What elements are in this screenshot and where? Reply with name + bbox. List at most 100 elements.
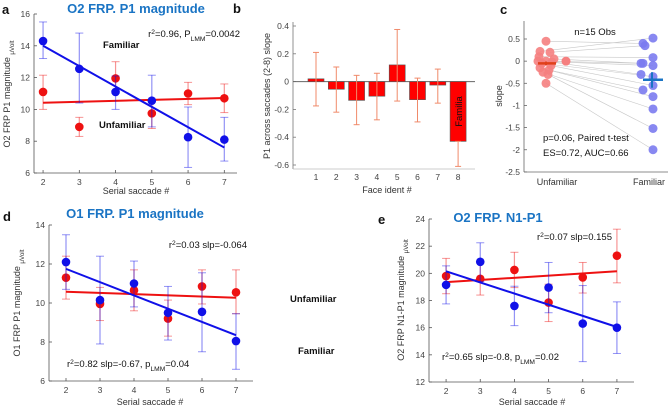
annotation: p=0.06, Paired t-test	[543, 133, 629, 144]
panel-d: d O1 FRP. P1 magnitude 6 8 10 12 14 2 3 4 5 6 7 Seria…	[3, 206, 337, 407]
data-point	[38, 87, 48, 97]
series-unfamiliar	[441, 228, 622, 323]
data-point	[441, 280, 451, 290]
fit-line	[42, 44, 225, 149]
x-tick-label: 7	[615, 386, 620, 396]
annotation-part: LMM	[150, 366, 165, 373]
y-tick-label: -1.5	[505, 123, 520, 133]
pair-line	[545, 83, 654, 151]
y-axis-label: O2 FRP P1 magnitude μVolt	[2, 40, 16, 147]
x-tick-label: 2	[64, 385, 69, 395]
annotation-part: =0.03 slp=-0.064	[176, 240, 247, 251]
annotation: r2=0.65 slp=-0.8, pLMM=0.02	[442, 352, 559, 366]
data-point	[544, 283, 553, 292]
annotation-part: Unfamiliar	[99, 120, 146, 131]
data-point	[95, 295, 105, 305]
annotation-part: =0.0042	[205, 29, 240, 40]
pair-line	[539, 67, 654, 97]
panel-letter: b	[233, 1, 241, 16]
pair-line	[538, 56, 654, 58]
x-tick-label: Familiar	[633, 177, 665, 187]
y-tick-label: -0.5	[505, 78, 520, 88]
y-axis-label: slope	[494, 85, 504, 107]
y-tick-label: -2	[512, 145, 520, 155]
y-tick-label: 16	[21, 9, 31, 19]
chart-title: O2 FRP. N1-P1	[453, 210, 542, 225]
unfamiliar-point	[543, 69, 553, 79]
data-point	[441, 271, 451, 281]
data-point	[220, 93, 229, 103]
x-axis-label: Serial saccade #	[117, 397, 184, 407]
annotation-part: 2	[172, 240, 176, 247]
data-point	[612, 251, 622, 260]
y-tick-label: 14	[36, 220, 46, 230]
fit-line	[445, 270, 618, 328]
x-tick-label: 6	[186, 177, 191, 187]
y-tick-label: 12	[21, 73, 31, 83]
x-tick-label: 4	[132, 385, 137, 395]
annotation-part: r	[537, 232, 540, 243]
annotation-part: 2	[70, 359, 74, 366]
panel-b: b -0.6 -0.4 -0.2 0 0.2 0.4 1 2 3 4 5 6 7 8 Familia Face …	[233, 1, 475, 195]
unfamiliar-point	[541, 36, 551, 46]
x-axis-label: Serial saccade #	[499, 397, 566, 407]
familiar-point	[648, 61, 658, 71]
data-point	[578, 273, 588, 282]
data-point	[510, 265, 519, 275]
y-axis-label-part: O1 FRP P1 magnitude	[12, 264, 22, 357]
familiar-point	[638, 58, 648, 68]
pair-line	[549, 45, 646, 53]
annotation: n=15 Obs	[574, 27, 616, 38]
fit-line	[65, 267, 237, 337]
legend-label: Unfamiliar	[290, 294, 337, 305]
x-tick-label: 3	[98, 385, 103, 395]
data-point	[111, 74, 120, 83]
y-tick-label: 12	[36, 259, 46, 269]
y-tick-label: 0.5	[508, 34, 520, 44]
x-tick-label: 3	[354, 172, 359, 182]
x-tick-label: 4	[113, 177, 118, 187]
annotation-part: LMM	[520, 359, 535, 366]
annotation: Unfamiliar	[99, 120, 146, 131]
x-tick-label: 2	[41, 177, 46, 187]
annotation: ES=0.72, AUC=0.66	[543, 148, 629, 159]
panel-letter: a	[2, 2, 10, 17]
familiar-point	[636, 69, 646, 79]
familiar-point	[648, 145, 658, 155]
panel-letter: e	[378, 212, 385, 227]
annotation-part: =0.65 slp=-0.8, p	[449, 352, 520, 363]
data-point	[75, 122, 84, 132]
pair-line	[541, 63, 654, 77]
x-tick-label: 6	[580, 386, 585, 396]
annotation-part: =0.96, P	[155, 29, 191, 40]
chart-title: O1 FRP. P1 magnitude	[66, 206, 204, 221]
y-axis-label-part: μVolt	[403, 239, 410, 253]
x-tick-label: 7	[435, 172, 440, 182]
series-familiar	[38, 21, 229, 168]
fit-line	[43, 96, 225, 104]
y-tick-label: 10	[36, 298, 46, 308]
data-point	[183, 89, 193, 98]
familiar-point	[648, 92, 658, 102]
data-point	[75, 64, 84, 74]
annotation-part: =0.82 slp=-0.67, p	[74, 359, 151, 370]
legend-label: Familiar	[298, 346, 335, 357]
pair-line	[539, 37, 654, 52]
annotation-part: Familiar	[103, 40, 140, 51]
y-tick-label: 0	[515, 56, 520, 66]
annotation-part: =0.04	[165, 359, 189, 370]
data-point	[111, 87, 120, 97]
data-point	[129, 279, 139, 288]
familiar-point	[638, 85, 648, 95]
data-point	[183, 132, 193, 142]
y-tick-label: -2.5	[505, 167, 520, 177]
annotation-part: n=15 Obs	[574, 27, 616, 38]
annotation: r2=0.07 slp=0.155	[537, 232, 612, 244]
y-tick-label: 16	[416, 323, 426, 333]
annotation-part: LMM	[191, 36, 206, 43]
pair-line	[550, 65, 654, 86]
y-tick-label: 0	[284, 77, 289, 87]
x-tick-label: 5	[546, 386, 551, 396]
x-tick-label: 6	[415, 172, 420, 182]
